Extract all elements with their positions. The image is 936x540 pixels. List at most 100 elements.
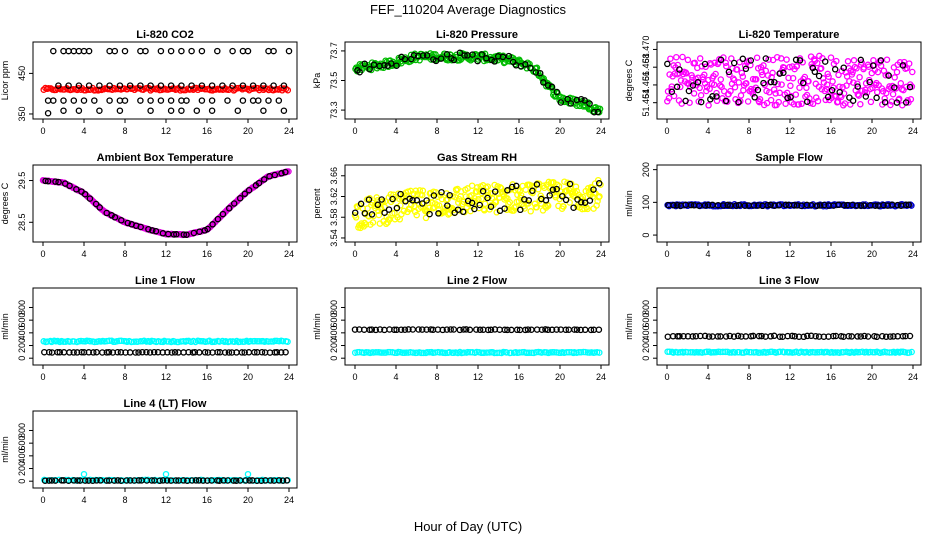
data-point <box>198 82 206 89</box>
y-tick-label: 51.464 <box>641 89 651 117</box>
x-tick-label: 4 <box>81 126 86 136</box>
x-tick-label: 20 <box>243 249 253 259</box>
data-point <box>737 92 745 99</box>
data-point <box>673 53 680 61</box>
y-tick-label: 3.66 <box>329 167 339 185</box>
y-tick-label: 73.7 <box>329 42 339 60</box>
data-point <box>85 82 93 89</box>
data-point <box>137 223 144 231</box>
data-point <box>275 97 283 104</box>
panel-title: Line 3 Flow <box>759 275 819 287</box>
data-point <box>48 477 56 484</box>
data-point <box>561 178 568 185</box>
data-point <box>471 205 478 213</box>
data-point <box>66 182 73 190</box>
data-point <box>597 181 604 188</box>
data-point <box>282 348 289 356</box>
data-point <box>357 200 365 208</box>
data-point <box>56 349 64 356</box>
data-point <box>376 326 384 333</box>
y-tick-label: 73.5 <box>329 72 339 90</box>
data-point <box>850 57 858 64</box>
data-point <box>538 326 546 333</box>
data-point <box>760 79 767 87</box>
data-point <box>670 202 677 209</box>
data-point <box>791 333 799 340</box>
data-point <box>832 349 839 356</box>
data-point <box>487 203 495 210</box>
data-point <box>792 56 800 64</box>
data-point <box>152 227 160 235</box>
data-point <box>188 47 195 55</box>
data-point <box>413 197 421 204</box>
data-point <box>742 65 750 73</box>
data-point <box>557 99 565 106</box>
data-point <box>208 107 216 114</box>
data-point <box>423 326 430 333</box>
data-point <box>843 82 850 89</box>
data-point <box>142 47 149 55</box>
data-point <box>258 477 265 484</box>
data-point <box>807 332 815 340</box>
x-tick-label: 16 <box>514 126 524 136</box>
data-point <box>435 210 442 217</box>
data-point <box>778 81 785 88</box>
data-point <box>709 333 716 340</box>
y-tick-label: 600 <box>329 313 339 328</box>
data-point <box>846 77 853 85</box>
panel-ylabel: percent <box>312 188 322 219</box>
data-point <box>735 98 742 106</box>
data-point <box>789 74 797 82</box>
data-point <box>368 211 376 218</box>
data-point <box>879 332 886 340</box>
data-point <box>877 57 885 64</box>
data-point <box>782 201 789 209</box>
x-tick-label: 0 <box>352 249 357 259</box>
data-point <box>461 52 468 59</box>
data-point <box>171 349 179 356</box>
data-point <box>285 168 292 175</box>
data-point <box>121 47 129 55</box>
x-tick-label: 24 <box>284 249 294 259</box>
data-point <box>208 97 216 104</box>
data-point <box>260 176 268 183</box>
data-point <box>283 477 291 484</box>
data-point <box>751 94 758 101</box>
data-point <box>483 55 490 62</box>
data-point <box>487 326 495 334</box>
data-point <box>891 74 898 81</box>
data-point <box>443 326 451 333</box>
data-point <box>776 70 783 77</box>
data-point <box>260 82 267 89</box>
data-point <box>121 97 129 104</box>
data-point <box>883 56 891 63</box>
data-point <box>587 326 595 334</box>
x-tick-label: 8 <box>122 495 127 505</box>
data-point <box>130 338 138 345</box>
data-point <box>44 97 52 104</box>
data-point <box>584 205 591 213</box>
data-point <box>864 333 872 340</box>
data-point <box>45 85 52 92</box>
data-point <box>106 82 113 89</box>
data-point <box>527 64 534 72</box>
figure-xlabel: Hour of Day (UTC) <box>414 519 522 534</box>
data-point <box>901 348 909 356</box>
data-point <box>202 338 209 346</box>
y-tick-label: 800 <box>17 423 27 438</box>
data-point <box>508 183 516 191</box>
y-tick-label: 450 <box>17 66 27 81</box>
data-point <box>553 88 561 96</box>
data-point <box>723 62 730 70</box>
y-tick-label: 100 <box>641 195 651 210</box>
data-point <box>829 78 836 85</box>
data-point <box>91 338 98 346</box>
data-point <box>824 70 831 78</box>
data-point <box>81 190 89 198</box>
data-point <box>230 477 237 484</box>
figure-title: FEF_110204 Average Diagnostics <box>370 2 567 17</box>
data-point <box>509 181 516 188</box>
y-tick-label: 51.468 <box>641 53 651 81</box>
data-point <box>468 182 476 189</box>
panel-title: Li-820 Temperature <box>739 29 840 41</box>
